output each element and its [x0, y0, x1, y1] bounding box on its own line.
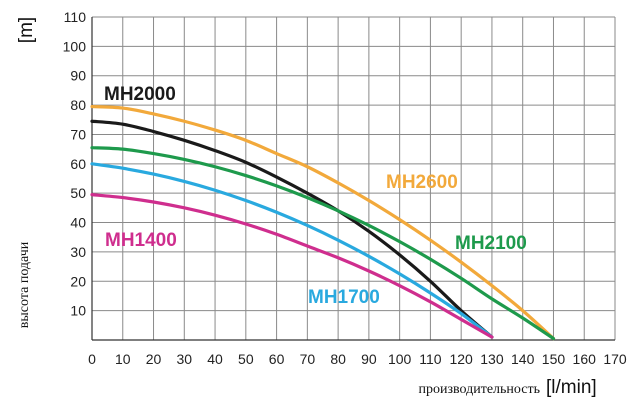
- grid: [92, 16, 616, 340]
- axes: [91, 17, 615, 341]
- x-tick-label: 80: [330, 351, 346, 367]
- series-line-mh2100: [90, 146, 556, 341]
- x-tick-label: 90: [361, 351, 377, 367]
- x-tick-label: 170: [603, 351, 627, 367]
- series-label-mh2600: MH2600: [386, 172, 458, 193]
- x-tick-label: 70: [300, 351, 316, 367]
- y-axis-unit: [m]: [16, 17, 37, 43]
- y-tick-label: 40: [70, 215, 86, 231]
- y-tick-label: 60: [70, 156, 86, 172]
- x-tick-labels: 0 10 20 30 40 50 60 70 80 90 100 110 120 130 140 150 160…: [88, 351, 627, 367]
- y-tick-label: 30: [70, 244, 86, 260]
- x-tick-label: 120: [449, 351, 473, 367]
- y-tick-labels: 10 20 30 40 50 60 70 80 90 100 110: [63, 9, 87, 319]
- x-tick-label: 0: [88, 351, 96, 367]
- x-tick-label: 10: [115, 351, 131, 367]
- series-label-mh1400: MH1400: [105, 230, 177, 251]
- series-label-mh2100: MH2100: [455, 233, 527, 254]
- x-tick-label: 150: [542, 351, 566, 367]
- series-label-mh2000: MH2000: [104, 84, 176, 105]
- x-tick-label: 140: [511, 351, 535, 367]
- y-tick-label: 90: [70, 68, 86, 84]
- x-tick-label: 110: [419, 351, 442, 367]
- x-tick-label: 50: [238, 351, 254, 367]
- x-tick-label: 160: [573, 351, 597, 367]
- x-tick-label: 130: [480, 351, 504, 367]
- x-tick-label: 40: [207, 351, 223, 367]
- y-tick-label: 70: [70, 126, 86, 142]
- y-tick-label: 100: [63, 38, 87, 54]
- series-labels: MH2000 MH2600 MH2100 MH1700 MH1400: [104, 84, 527, 308]
- series-line-mh1400: [90, 193, 494, 339]
- x-tick-label: 100: [388, 351, 412, 367]
- series-lines: [90, 104, 556, 341]
- x-axis-title: производительность: [418, 382, 540, 397]
- series-line-mh1700: [90, 162, 494, 339]
- series-line-mh2600: [90, 104, 556, 341]
- x-axis-unit: [l/min]: [546, 377, 597, 398]
- x-tick-label: 60: [269, 351, 285, 367]
- y-axis-title: высота подачи: [17, 241, 32, 328]
- y-tick-label: 110: [64, 9, 87, 25]
- y-tick-label: 80: [70, 97, 86, 113]
- y-tick-label: 50: [70, 185, 86, 201]
- x-tick-label: 30: [177, 351, 193, 367]
- y-tick-label: 10: [70, 303, 86, 319]
- x-tick-label: 20: [146, 351, 162, 367]
- series-label-mh1700: MH1700: [308, 287, 380, 308]
- series-line-mh2000: [90, 119, 494, 339]
- y-tick-label: 20: [70, 273, 86, 289]
